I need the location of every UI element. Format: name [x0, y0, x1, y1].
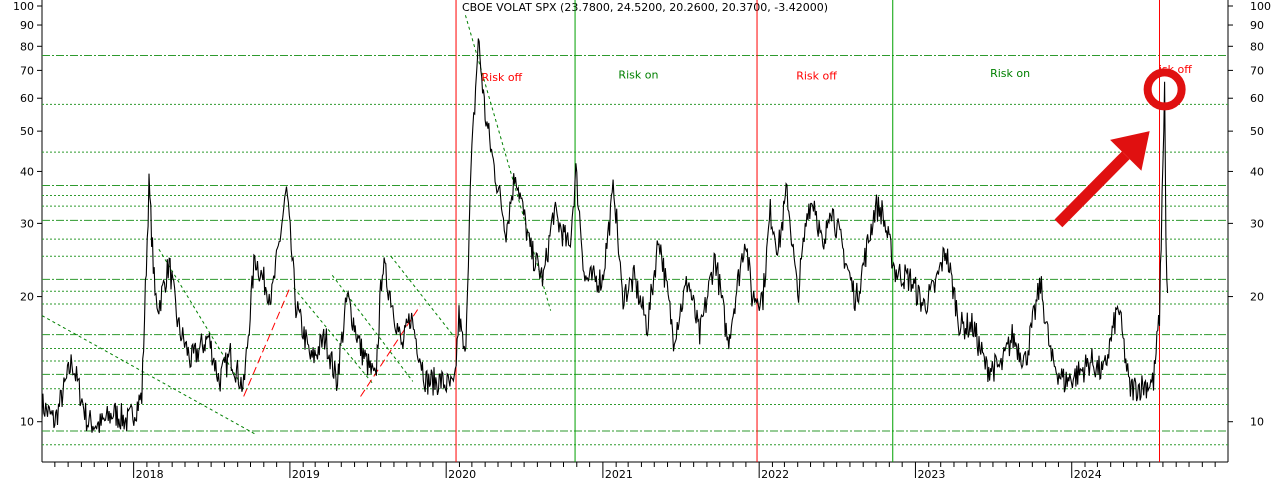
y-tick-label-right: 40 [1250, 165, 1264, 178]
y-tick-label-left: 80 [20, 40, 34, 53]
y-tick-label-right: 20 [1250, 291, 1264, 304]
trend-line [390, 255, 455, 338]
y-tick-label-left: 100 [13, 0, 34, 13]
regime-annotation: Risk off [482, 71, 523, 84]
x-tick-label: 2023 [917, 468, 945, 481]
highlight-arrow-shaft [1054, 151, 1130, 228]
x-tick-label: 2020 [448, 468, 476, 481]
regime-annotation: Risk off [796, 70, 837, 83]
vix-series-line [41, 38, 1169, 433]
y-tick-label-left: 20 [20, 291, 34, 304]
regime-annotation: Risk on [618, 68, 658, 81]
y-tick-label-right: 90 [1250, 19, 1264, 32]
y-tick-label-left: 50 [20, 125, 34, 138]
y-tick-label-left: 40 [20, 165, 34, 178]
trend-line [331, 275, 414, 382]
y-tick-label-right: 50 [1250, 125, 1264, 138]
y-tick-label-right: 10 [1250, 416, 1264, 429]
trend-line [243, 287, 291, 397]
x-tick-label: 2022 [761, 468, 789, 481]
chart-title: CBOE VOLAT SPX (23.7800, 24.5200, 20.260… [462, 1, 828, 14]
trend-line [293, 287, 374, 385]
trend-line [41, 315, 257, 436]
y-tick-label-right: 70 [1250, 64, 1264, 77]
y-tick-label-right: 80 [1250, 40, 1264, 53]
trend-line [360, 305, 421, 397]
y-tick-label-left: 70 [20, 64, 34, 77]
y-tick-label-right: 60 [1250, 92, 1264, 105]
highlight-circle [1143, 68, 1186, 111]
y-tick-label-right: 100 [1250, 0, 1271, 13]
y-tick-label-left: 90 [20, 19, 34, 32]
regime-annotation: Risk on [990, 67, 1030, 80]
trend-line [464, 15, 552, 311]
highlight-arrow-head [1110, 131, 1150, 171]
y-tick-label-left: 10 [20, 416, 34, 429]
x-tick-label: 2021 [605, 468, 633, 481]
x-tick-label: 2019 [292, 468, 320, 481]
x-tick-label: 2018 [136, 468, 164, 481]
y-tick-label-right: 30 [1250, 217, 1264, 230]
y-tick-label-left: 30 [20, 217, 34, 230]
y-tick-label-left: 60 [20, 92, 34, 105]
x-tick-label: 2024 [1074, 468, 1102, 481]
